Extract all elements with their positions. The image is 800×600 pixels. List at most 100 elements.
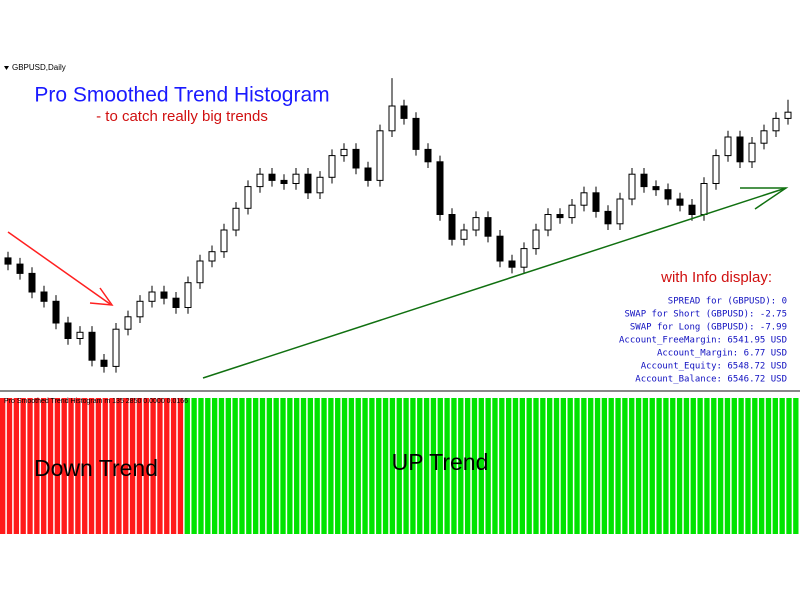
histogram-bar: [553, 398, 560, 534]
candle-body: [568, 204, 576, 219]
candle-body: [280, 179, 288, 184]
candle-body: [712, 155, 720, 185]
histogram-bar: [533, 398, 539, 534]
up-arrow-head: [740, 187, 789, 210]
candle-body: [28, 272, 36, 293]
symbol-label: GBPUSD,Daily: [12, 63, 66, 72]
histogram-bar: [608, 398, 614, 534]
candle-body: [544, 214, 552, 231]
candle-body: [724, 136, 732, 157]
histogram-bar: [485, 398, 491, 534]
candle-body: [244, 186, 252, 209]
candle-body: [664, 189, 672, 200]
candle-body: [304, 173, 312, 194]
candle-body: [532, 229, 540, 250]
histogram-bar: [246, 398, 252, 534]
histogram-bar: [451, 398, 457, 534]
histogram-bar: [779, 398, 785, 534]
candle-body: [700, 183, 708, 215]
histogram-bar: [526, 398, 532, 534]
histogram-bar: [218, 398, 225, 534]
histogram-bar: [471, 398, 478, 534]
histogram-bar: [177, 398, 184, 534]
histogram-bar: [102, 398, 108, 534]
histogram-bar: [88, 398, 95, 534]
histogram-bar: [752, 398, 758, 534]
candle-body: [184, 282, 192, 309]
candle-body: [88, 331, 96, 361]
histogram-bar: [143, 398, 149, 534]
info-line: Account_FreeMargin: 6541.95 USD: [619, 336, 787, 346]
histogram-bar: [786, 398, 792, 534]
candle-body: [16, 263, 24, 274]
info-panel: SPREAD for (GBPUSD): 0 SWAP for Short (GB…: [619, 297, 787, 385]
histogram-bar: [458, 398, 464, 534]
candle-body: [352, 148, 360, 169]
histogram-bar: [738, 398, 744, 534]
histogram-bar: [266, 398, 273, 534]
histogram-bar: [389, 398, 396, 534]
histogram-bar: [492, 398, 498, 534]
histogram-bar: [170, 398, 177, 534]
histogram-bar: [519, 398, 525, 534]
candle-body: [340, 148, 348, 157]
histogram-bar: [211, 398, 218, 534]
info-line: Account_Equity: 6548.72 USD: [641, 362, 787, 372]
candle-body: [628, 173, 636, 200]
candle-body: [520, 248, 528, 268]
histogram-bar: [27, 398, 33, 534]
info-line: SWAP for Short (GBPUSD): -2.75: [624, 310, 787, 320]
histogram-bar: [95, 398, 102, 534]
histogram-bar: [41, 398, 47, 534]
candle-body: [232, 207, 240, 231]
histogram-bar: [280, 398, 286, 534]
candle-body: [40, 291, 48, 302]
histogram-bar: [287, 398, 293, 534]
menu-arrow[interactable]: [4, 66, 9, 70]
candle-body: [616, 198, 624, 225]
candle-body: [292, 173, 300, 184]
histogram-bar: [629, 398, 635, 534]
candle-body: [112, 328, 120, 367]
histogram-bar: [560, 398, 567, 534]
histogram-bar: [676, 398, 683, 534]
candle-body: [316, 176, 324, 194]
histogram-bar: [205, 398, 211, 534]
candle-body: [124, 316, 132, 330]
histogram-bar: [588, 398, 594, 534]
histogram-bar: [68, 398, 74, 534]
candle-body: [484, 217, 492, 237]
down-trend-label: Down Trend: [34, 455, 158, 481]
histogram-bar: [683, 398, 690, 534]
down-arrow: [7, 231, 111, 305]
candle-body: [556, 214, 564, 219]
histogram-bar: [273, 398, 279, 534]
candle-body: [100, 359, 108, 367]
histogram-bar: [724, 398, 731, 534]
candle-body: [772, 117, 780, 132]
histogram-bar: [198, 398, 204, 534]
histogram-bar: [116, 398, 122, 534]
histogram-bar: [321, 398, 327, 534]
histogram-bar: [540, 398, 546, 534]
candle-body: [136, 300, 144, 318]
histogram-bar: [717, 398, 724, 534]
histogram-bar: [745, 398, 751, 534]
histogram-bar: [6, 398, 13, 534]
histogram-bar: [382, 398, 389, 534]
up-trendline: [202, 187, 787, 379]
candle-body: [436, 161, 444, 216]
histogram-bar: [670, 398, 676, 534]
candle-body: [376, 130, 384, 181]
histogram-bar: [464, 398, 471, 534]
candle-body: [328, 155, 336, 178]
histogram-bar: [157, 398, 163, 534]
histogram-bar: [622, 398, 628, 534]
histogram-bar: [376, 398, 382, 534]
candle-body: [460, 229, 468, 240]
candle-body: [4, 257, 12, 265]
candle-body: [64, 322, 72, 339]
histogram-bar: [191, 398, 197, 534]
candle-body: [604, 210, 612, 225]
candle-body: [208, 251, 216, 262]
